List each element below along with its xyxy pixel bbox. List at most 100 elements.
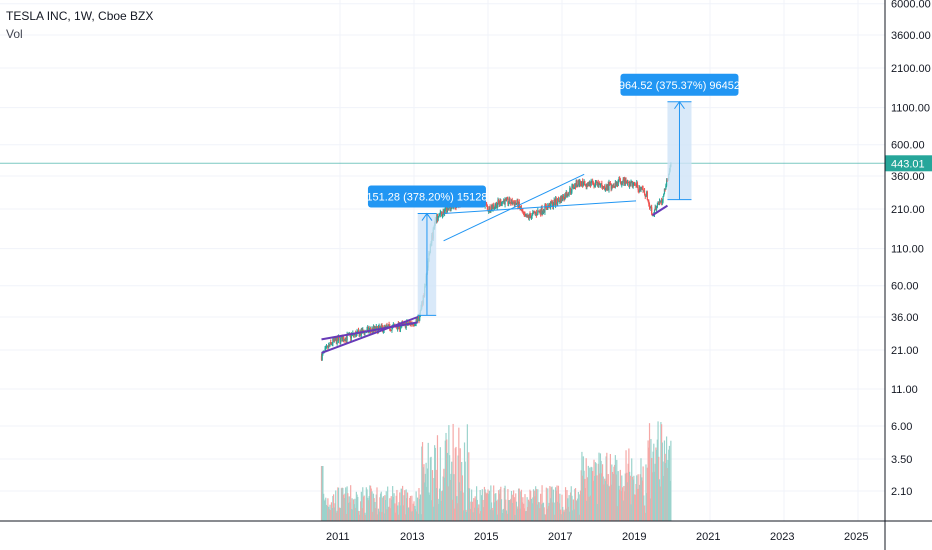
volume-bar xyxy=(495,493,497,521)
candle-body xyxy=(577,180,579,186)
candle-body xyxy=(327,346,329,349)
volume-bar xyxy=(434,445,436,521)
candle-body xyxy=(488,206,491,211)
volume-bar xyxy=(532,489,535,521)
volume-bar xyxy=(338,507,340,521)
symbol-title[interactable]: TESLA INC, 1W, Cboe BZX xyxy=(6,9,154,23)
volume-bar xyxy=(399,505,402,521)
candle-body xyxy=(499,200,501,205)
volume-bar xyxy=(601,464,604,521)
volume-bar xyxy=(411,495,413,521)
volume-bar xyxy=(632,479,634,521)
volume-bar xyxy=(416,511,418,521)
volume-bar xyxy=(389,498,391,521)
volume-bar xyxy=(631,476,634,521)
x-tick-label: 2017 xyxy=(548,531,572,543)
candle-body xyxy=(543,211,545,213)
volume-bar xyxy=(347,502,350,521)
volume-bar xyxy=(575,500,577,521)
candle-body xyxy=(647,199,649,201)
candle-body xyxy=(384,325,387,327)
volume-bar xyxy=(513,497,515,521)
candle-body xyxy=(502,201,504,203)
candle-body xyxy=(636,182,638,186)
candle-body xyxy=(487,207,489,212)
volume-bar xyxy=(549,485,551,521)
candle-body xyxy=(385,325,387,327)
candle-body xyxy=(594,186,596,188)
candle-body xyxy=(573,187,575,189)
volume-bar xyxy=(660,422,662,521)
candle-body xyxy=(615,182,617,185)
volume-bar xyxy=(633,494,636,521)
candle-body xyxy=(373,326,375,330)
candle-body xyxy=(525,215,527,217)
volume-bar xyxy=(577,498,579,521)
candle-body xyxy=(574,183,576,188)
volume-bar xyxy=(358,514,360,521)
candle-body xyxy=(665,185,667,190)
volume-bar xyxy=(323,500,325,521)
volume-bar xyxy=(496,514,498,521)
candle-body xyxy=(666,180,668,182)
candle-body xyxy=(416,319,418,321)
candle-body xyxy=(603,186,605,188)
volume-bar xyxy=(663,475,665,521)
candle-body xyxy=(506,197,508,199)
candle-body xyxy=(342,337,345,341)
candle-body xyxy=(584,180,586,185)
candle-body xyxy=(590,181,592,186)
volume-bar xyxy=(543,507,545,521)
volume-bar xyxy=(610,484,612,521)
volume-bar xyxy=(445,432,447,521)
volume-bar xyxy=(478,513,481,521)
measure-callout xyxy=(367,185,486,208)
volume-bar xyxy=(454,448,456,521)
volume-bar xyxy=(515,493,517,521)
candle-body xyxy=(538,210,540,212)
volume-bar xyxy=(587,465,589,521)
candle-body xyxy=(367,327,369,329)
candle-body xyxy=(516,199,518,204)
volume-bar xyxy=(653,443,655,521)
volume-bar xyxy=(661,424,663,521)
candle-body xyxy=(524,214,526,217)
volume-indicator-label[interactable]: Vol xyxy=(6,27,23,41)
volume-bar xyxy=(656,449,658,521)
candle-body xyxy=(414,324,416,326)
candle-body xyxy=(552,204,555,207)
y-tick-label: 6000.00 xyxy=(891,0,931,11)
volume-bar xyxy=(529,489,531,521)
volume-bar xyxy=(530,491,532,521)
volume-bar xyxy=(528,501,530,521)
candle-body xyxy=(517,202,520,208)
volume-bar xyxy=(475,499,477,521)
candle-body xyxy=(626,181,629,184)
candle-body xyxy=(335,338,338,344)
volume-bar xyxy=(448,455,451,521)
candle-body xyxy=(488,210,490,212)
volume-bar xyxy=(668,445,671,521)
volume-bar xyxy=(443,477,446,521)
candle-body xyxy=(336,336,338,344)
volume-bar xyxy=(557,485,560,521)
candle-body xyxy=(369,328,372,331)
volume-bar xyxy=(519,508,521,521)
candle-body xyxy=(501,201,503,205)
candle-body xyxy=(515,202,517,204)
volume-bar xyxy=(569,492,572,521)
volume-bar xyxy=(606,484,609,521)
volume-bar xyxy=(377,508,380,521)
candle-body xyxy=(512,202,514,205)
volume-bar xyxy=(404,490,406,521)
candle-body xyxy=(656,205,658,208)
candle-body xyxy=(337,336,339,341)
volume-bar xyxy=(424,482,426,521)
candle-body xyxy=(618,179,620,181)
volume-bar xyxy=(325,504,328,521)
candle-body xyxy=(505,197,508,199)
volume-bar xyxy=(464,461,466,521)
candle-body xyxy=(641,187,643,190)
volume-bar xyxy=(573,509,575,521)
